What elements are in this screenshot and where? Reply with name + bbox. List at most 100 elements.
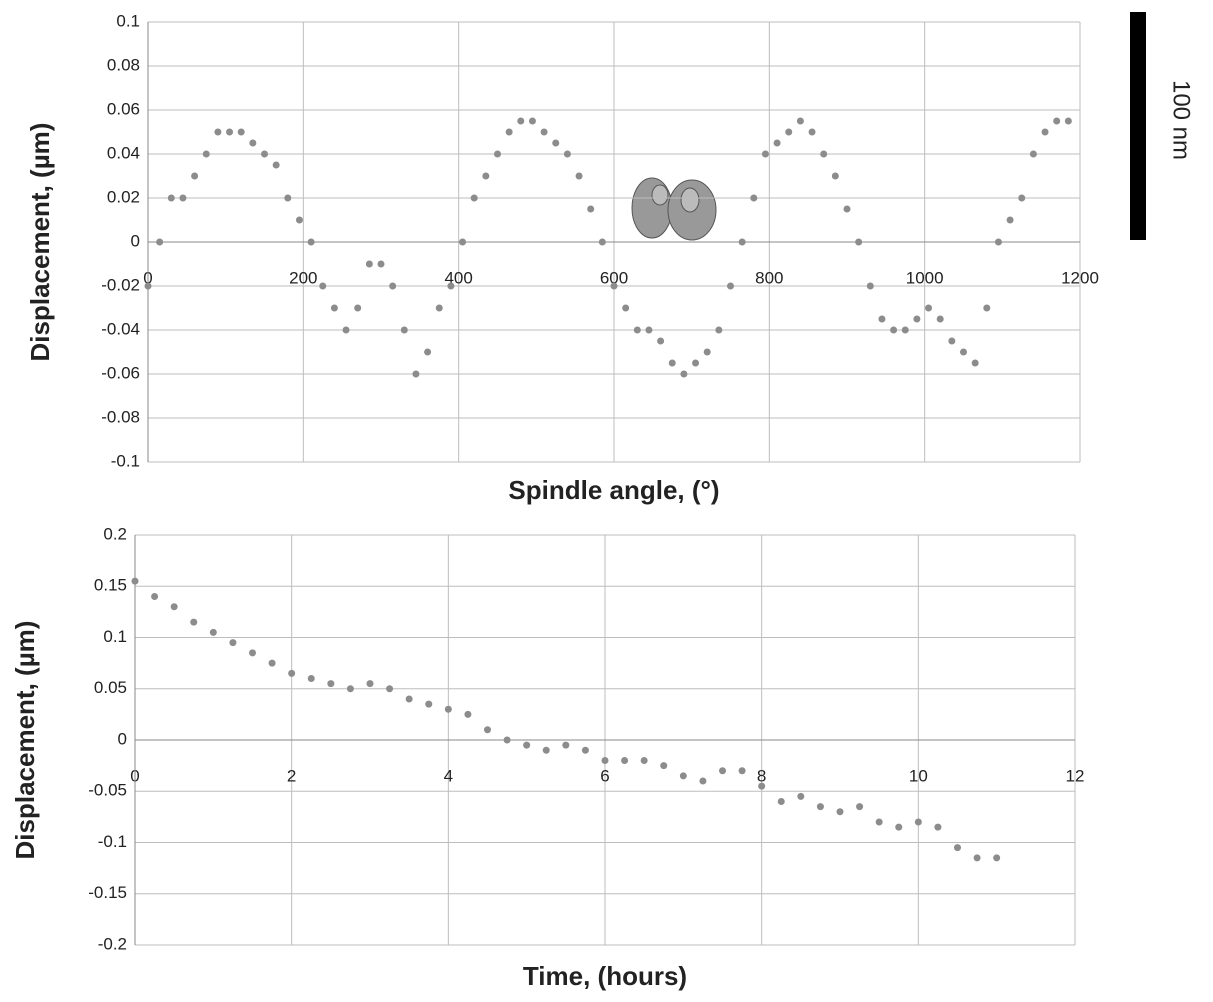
point xyxy=(482,172,490,180)
y-axis-title: Displacement, (µm) xyxy=(10,621,40,860)
point xyxy=(307,675,315,682)
point xyxy=(758,782,766,790)
x-tick-label: 10 xyxy=(909,766,928,785)
x-tick-label: 600 xyxy=(600,268,628,287)
y-tick-label: 0 xyxy=(131,231,140,250)
x-tick-label: 2 xyxy=(287,766,296,785)
protein-icon xyxy=(631,177,717,241)
y-tick-label: 0 xyxy=(118,729,127,748)
y-tick-label: 0.1 xyxy=(116,11,140,30)
point xyxy=(621,757,629,764)
point xyxy=(796,117,804,125)
point xyxy=(151,593,159,600)
point xyxy=(727,282,734,290)
point xyxy=(1018,194,1026,202)
point xyxy=(249,139,257,147)
point xyxy=(971,359,979,367)
point xyxy=(680,370,688,378)
point xyxy=(389,282,397,290)
point xyxy=(365,260,373,268)
y-tick-label: 0.06 xyxy=(107,99,140,118)
point xyxy=(856,803,864,811)
point xyxy=(820,150,828,158)
point xyxy=(598,238,606,246)
point xyxy=(1006,216,1014,224)
point xyxy=(190,618,198,626)
point xyxy=(425,700,433,708)
point xyxy=(330,304,338,312)
y-tick-label: -0.06 xyxy=(101,363,140,382)
point xyxy=(660,762,668,770)
point xyxy=(719,767,726,775)
point xyxy=(808,128,816,136)
point xyxy=(167,194,175,202)
point xyxy=(983,304,991,312)
point xyxy=(934,823,942,831)
point xyxy=(327,680,335,688)
point xyxy=(342,326,350,334)
x-axis-title: Spindle angle, (°) xyxy=(508,475,719,505)
point xyxy=(1041,128,1049,136)
point xyxy=(170,603,178,611)
x-tick-label: 1200 xyxy=(1061,268,1099,287)
y-tick-label: -0.2 xyxy=(98,934,127,953)
point xyxy=(993,854,1001,862)
point xyxy=(412,370,420,378)
point xyxy=(377,260,385,268)
point xyxy=(470,194,478,202)
point xyxy=(307,238,315,246)
point xyxy=(785,128,793,136)
point xyxy=(668,359,676,367)
point xyxy=(1029,150,1037,158)
y-tick-label: -0.04 xyxy=(101,319,140,338)
point xyxy=(622,304,630,312)
point xyxy=(400,326,408,334)
point xyxy=(261,150,268,158)
point xyxy=(284,194,292,202)
point xyxy=(346,685,354,693)
x-tick-label: 12 xyxy=(1066,766,1085,785)
point xyxy=(895,823,903,831)
point xyxy=(464,710,472,718)
point xyxy=(936,315,944,323)
point xyxy=(581,746,589,754)
point xyxy=(523,741,531,749)
point xyxy=(657,337,665,345)
point xyxy=(354,304,362,312)
point xyxy=(960,348,967,356)
point xyxy=(855,238,863,246)
point xyxy=(447,282,455,290)
y-tick-label: -0.08 xyxy=(101,407,140,426)
point xyxy=(843,205,851,213)
point xyxy=(645,326,653,334)
x-tick-label: 200 xyxy=(289,268,317,287)
point xyxy=(913,315,921,323)
point xyxy=(1064,117,1072,125)
point xyxy=(540,128,548,136)
x-tick-label: 8 xyxy=(757,766,766,785)
x-tick-label: 800 xyxy=(755,268,783,287)
point xyxy=(954,844,961,852)
point xyxy=(610,282,618,290)
point xyxy=(494,150,501,158)
point xyxy=(640,757,648,764)
point xyxy=(816,803,824,811)
point xyxy=(272,161,280,169)
x-axis-title: Time, (hours) xyxy=(523,961,687,991)
point xyxy=(679,772,687,780)
scale-bar-label: 100 nm xyxy=(1168,80,1195,160)
y-tick-label: 0.2 xyxy=(103,524,127,543)
point xyxy=(156,238,164,246)
point xyxy=(738,767,746,775)
point xyxy=(484,726,491,734)
y-tick-label: -0.02 xyxy=(101,275,140,294)
point xyxy=(773,139,781,147)
point xyxy=(715,326,723,334)
point xyxy=(890,326,898,334)
point xyxy=(925,304,933,312)
point xyxy=(948,337,956,345)
point xyxy=(179,194,187,202)
point xyxy=(750,194,758,202)
point xyxy=(319,282,327,290)
y-tick-label: 0.04 xyxy=(107,143,140,162)
